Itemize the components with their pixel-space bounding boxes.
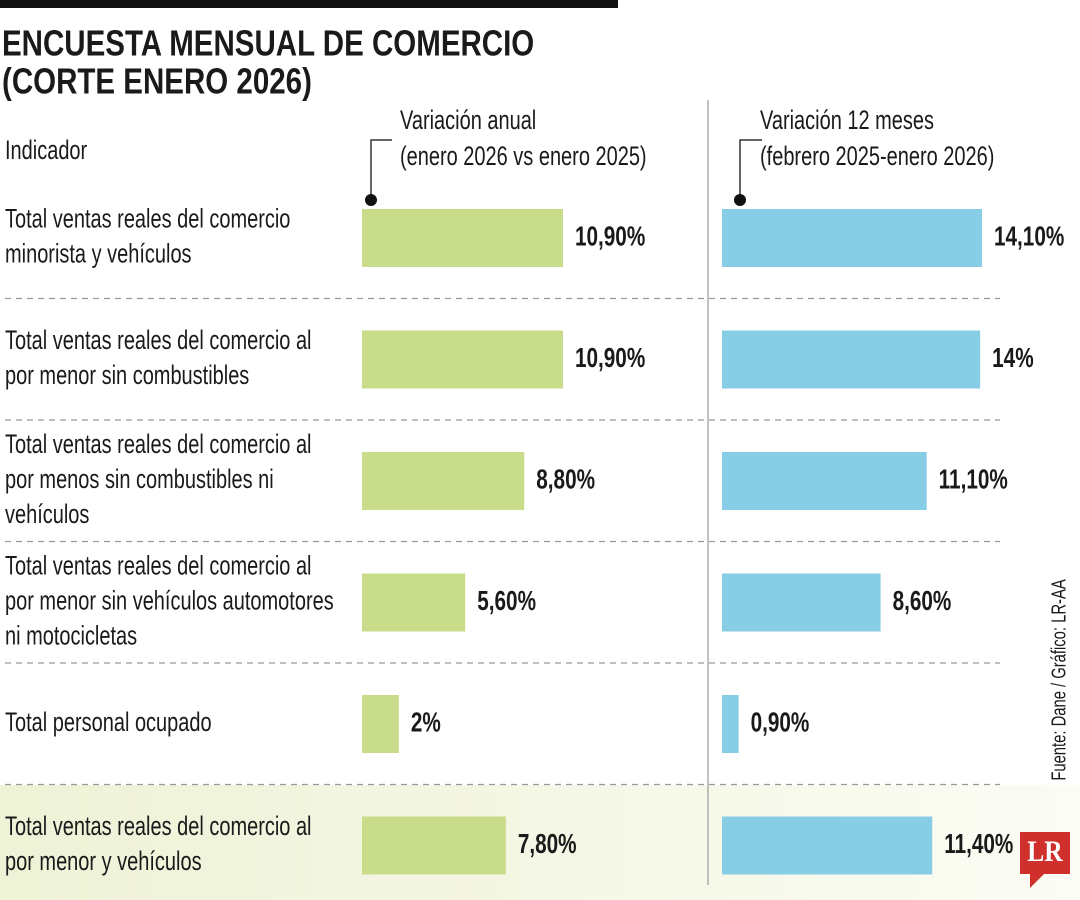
value-label: 7,80% [518, 829, 577, 860]
value-label: 10,90% [575, 343, 645, 374]
bar [722, 695, 739, 753]
source: Fuente: Dane / Gráfico: LR-AA [1047, 579, 1070, 781]
top-rule [0, 0, 618, 8]
category-label: Total ventas reales del comercio al por m… [5, 429, 312, 530]
bar [722, 816, 933, 875]
bar [362, 330, 563, 389]
bar [722, 573, 881, 632]
series-name: Variación 12 meses [760, 105, 934, 136]
category-label: Total personal ocupado [5, 707, 212, 738]
logo-tail [1030, 874, 1044, 888]
header-dot [734, 194, 746, 206]
value-label: 8,80% [536, 465, 595, 496]
value-label: 11,40% [944, 829, 1013, 860]
chart-title: (CORTE ENERO 2026) [2, 61, 312, 101]
series-name: Variación anual [400, 105, 536, 136]
bar [722, 209, 982, 267]
category-label: Total ventas reales del comercio al por m… [5, 811, 312, 877]
value-label: 11,10% [939, 465, 1008, 496]
series-period: (enero 2026 vs enero 2025) [400, 141, 647, 172]
category-header: Indicador [5, 135, 87, 166]
value-label: 8,60% [893, 586, 952, 617]
logo: LR [1027, 835, 1063, 868]
value-label: 0,90% [751, 708, 810, 739]
bar [722, 330, 981, 389]
bar [362, 209, 563, 267]
bar [362, 573, 466, 632]
header-dot [365, 194, 377, 206]
bar [722, 452, 927, 510]
category-label: Total ventas reales del comercio al por m… [5, 325, 312, 391]
bar [362, 816, 506, 875]
header-pointer [370, 139, 392, 200]
category-label: Total ventas reales del comercio minorist… [5, 204, 290, 270]
value-label: 10,90% [575, 222, 645, 253]
value-label: 5,60% [477, 586, 536, 617]
bar [362, 695, 399, 753]
header-pointer [739, 139, 762, 200]
value-label: 14% [992, 343, 1034, 374]
series-period: (febrero 2025-enero 2026) [760, 141, 994, 172]
value-label: 14,10% [994, 222, 1064, 253]
bar [362, 452, 525, 510]
logo-box [1020, 832, 1070, 874]
chart-title: ENCUESTA MENSUAL DE COMERCIO [2, 23, 534, 63]
category-label: Total ventas reales del comercio al por m… [5, 551, 334, 652]
value-label: 2% [411, 708, 441, 739]
